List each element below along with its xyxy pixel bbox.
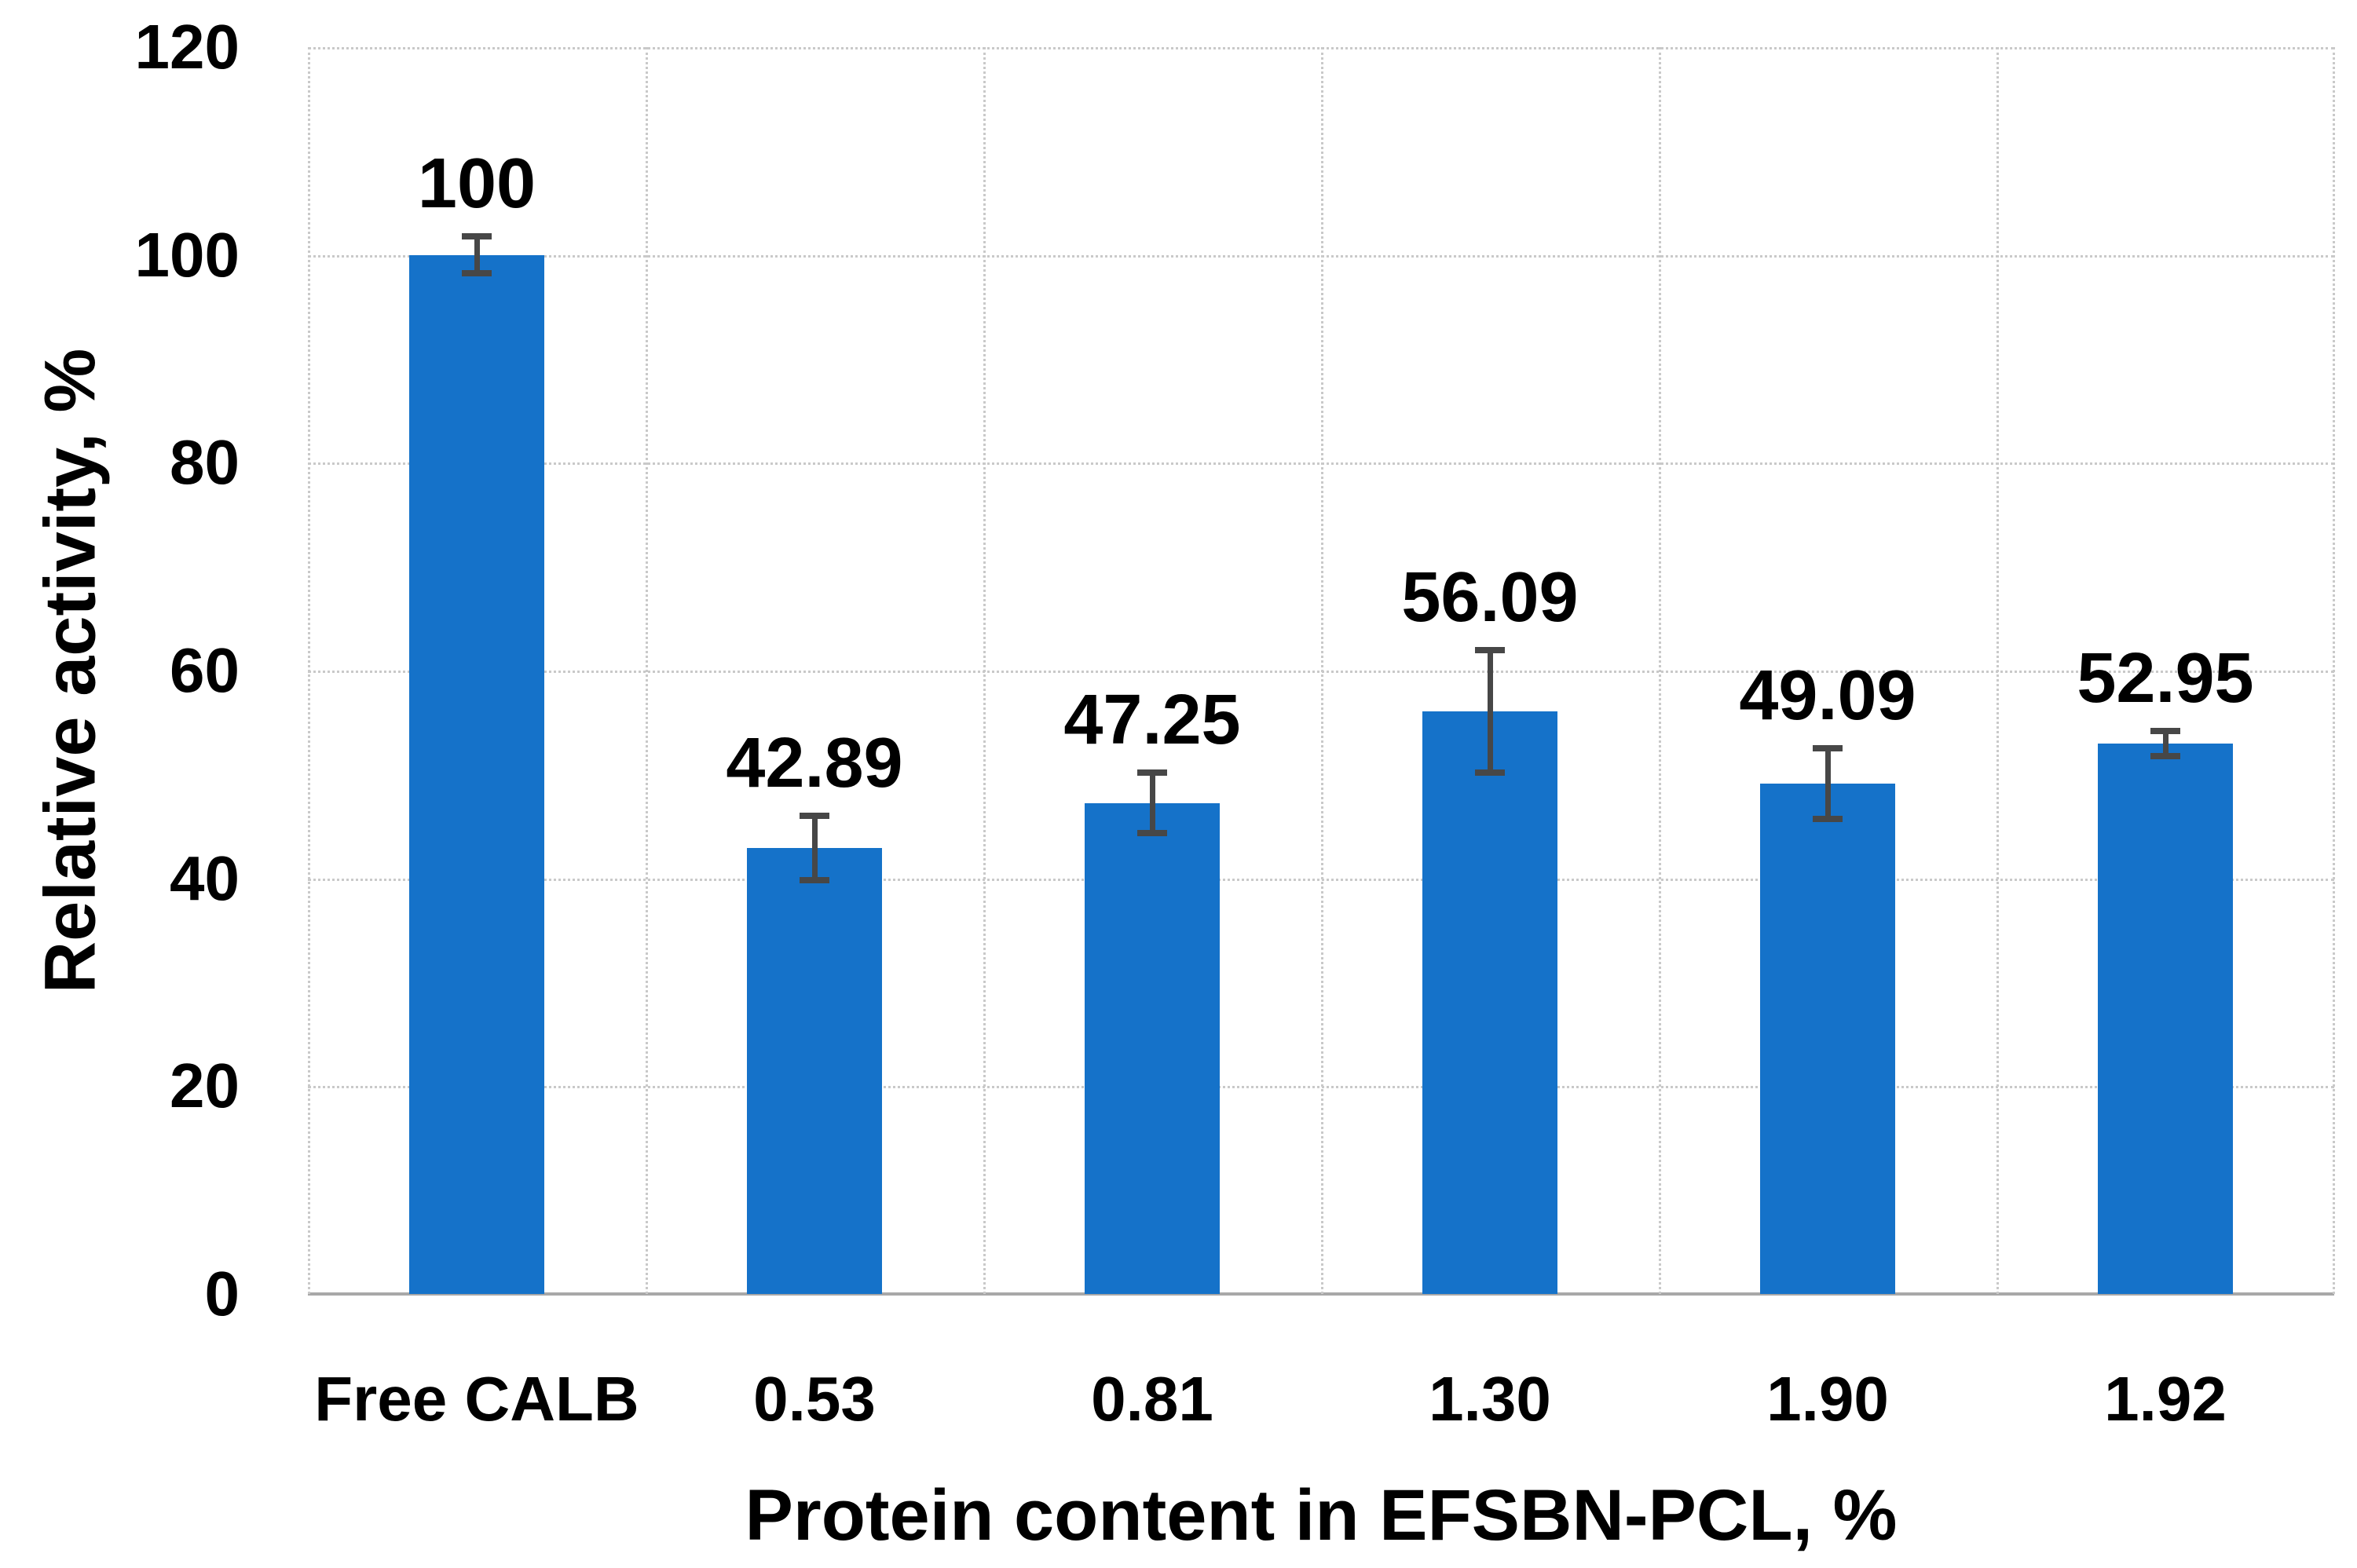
data-label: 56.09	[1401, 557, 1579, 637]
y-tick-label: 100	[134, 219, 240, 290]
error-bar-cap-bottom	[1475, 769, 1505, 776]
y-tick-label: 40	[170, 842, 240, 913]
data-label: 49.09	[1739, 656, 1916, 736]
gridline-vertical	[983, 47, 986, 1294]
x-tick-label: 1.30	[1429, 1364, 1551, 1434]
error-bar-cap-bottom	[1137, 830, 1167, 837]
data-label: 100	[417, 144, 536, 223]
data-label: 47.25	[1063, 681, 1241, 760]
x-tick-label: Free CALB	[314, 1364, 639, 1434]
bar-0.81	[1085, 802, 1220, 1294]
y-tick-label: 60	[170, 635, 240, 705]
bar-1.92	[2098, 744, 2233, 1294]
bar-Free CALB	[409, 254, 544, 1294]
error-bar-cap-top	[1813, 745, 1843, 752]
error-bar-cap-bottom	[800, 877, 829, 884]
error-bar	[811, 813, 818, 884]
data-label: 42.89	[726, 724, 903, 803]
error-bar-cap-top	[2150, 728, 2180, 735]
gridline-vertical	[1996, 47, 1999, 1294]
x-tick-label: 1.90	[1766, 1364, 1889, 1434]
y-tick-label: 0	[204, 1259, 240, 1329]
error-bar-cap-top	[1137, 769, 1167, 777]
x-tick-label: 0.81	[1091, 1364, 1213, 1434]
error-bar	[1149, 769, 1155, 837]
x-axis-line	[308, 1292, 2334, 1296]
gridline-vertical	[1659, 47, 1661, 1294]
gridline-vertical	[646, 47, 648, 1294]
data-label: 52.95	[2077, 639, 2254, 718]
y-tick-label: 120	[134, 12, 240, 82]
error-bar	[474, 232, 480, 277]
bar-0.53	[747, 848, 882, 1294]
error-bar-cap-top	[462, 232, 492, 239]
bar-1.90	[1760, 784, 1895, 1294]
error-bar-cap-top	[800, 813, 829, 820]
error-bar-cap-bottom	[2150, 753, 2180, 760]
gridline-vertical	[2333, 47, 2335, 1294]
x-tick-label: 1.92	[2104, 1364, 2227, 1434]
bar-1.30	[1422, 711, 1557, 1294]
gridline-vertical	[1321, 47, 1323, 1294]
gridline-vertical	[308, 47, 310, 1294]
y-tick-label: 20	[170, 1051, 240, 1121]
y-tick-label: 80	[170, 427, 240, 498]
error-bar	[1824, 745, 1831, 823]
error-bar-cap-top	[1475, 646, 1505, 653]
error-bar-cap-bottom	[1813, 816, 1843, 823]
plot-area: 100 42.89 47.25 56.09 49.09 52.95	[308, 47, 2335, 1296]
error-bar-cap-bottom	[462, 270, 492, 277]
x-axis-title: Protein content in EFSBN-PCL, %	[745, 1475, 1898, 1555]
x-tick-label: 0.53	[753, 1364, 876, 1434]
error-bar	[2162, 728, 2169, 760]
error-bar	[1487, 646, 1493, 776]
